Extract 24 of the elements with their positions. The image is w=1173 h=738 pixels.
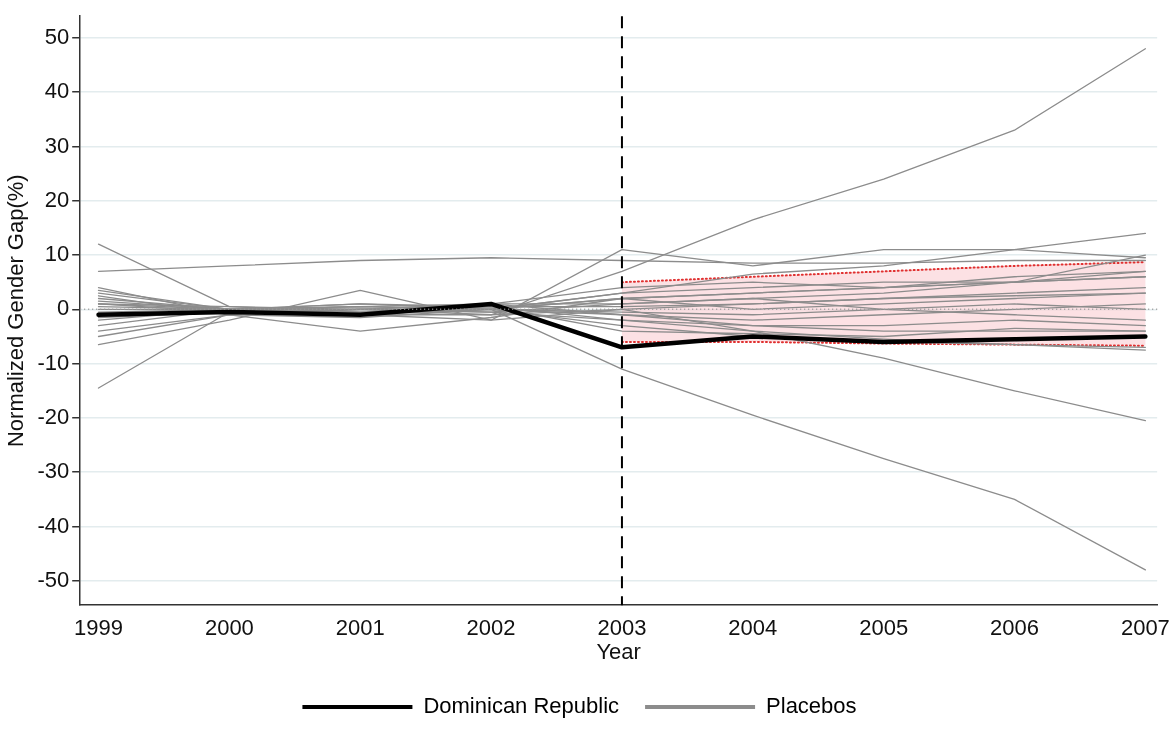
x-tick-label: 2000 — [204, 615, 254, 641]
y-tick-label: 40 — [44, 78, 70, 104]
y-axis-title: Normalized Gender Gap(%) — [3, 174, 29, 448]
x-tick-label: 2005 — [859, 615, 909, 641]
y-tick-label: 30 — [44, 132, 70, 158]
x-tick-label: 2001 — [335, 615, 385, 641]
legend-label: Dominican Republic — [423, 693, 620, 719]
x-tick-label: 2006 — [990, 615, 1039, 641]
x-axis-title: Year — [596, 638, 641, 664]
y-tick-label: 0 — [56, 295, 70, 321]
x-tick-label: 2007 — [1120, 615, 1170, 641]
legend-label: Placebos — [766, 693, 857, 719]
y-tick-label: 50 — [44, 23, 70, 49]
x-tick-label: 1999 — [74, 615, 123, 641]
y-tick-label: -10 — [37, 349, 70, 375]
y-tick-label: -50 — [37, 566, 70, 592]
y-tick-label: 20 — [44, 186, 70, 212]
y-tick-label: -20 — [37, 403, 70, 429]
x-tick-label: 2004 — [728, 615, 778, 641]
x-tick-label: 2002 — [466, 615, 516, 641]
y-tick-label: -30 — [37, 458, 70, 484]
y-tick-label: -40 — [37, 512, 70, 538]
x-tick-label: 2003 — [597, 615, 647, 641]
y-tick-label: 10 — [44, 241, 70, 267]
